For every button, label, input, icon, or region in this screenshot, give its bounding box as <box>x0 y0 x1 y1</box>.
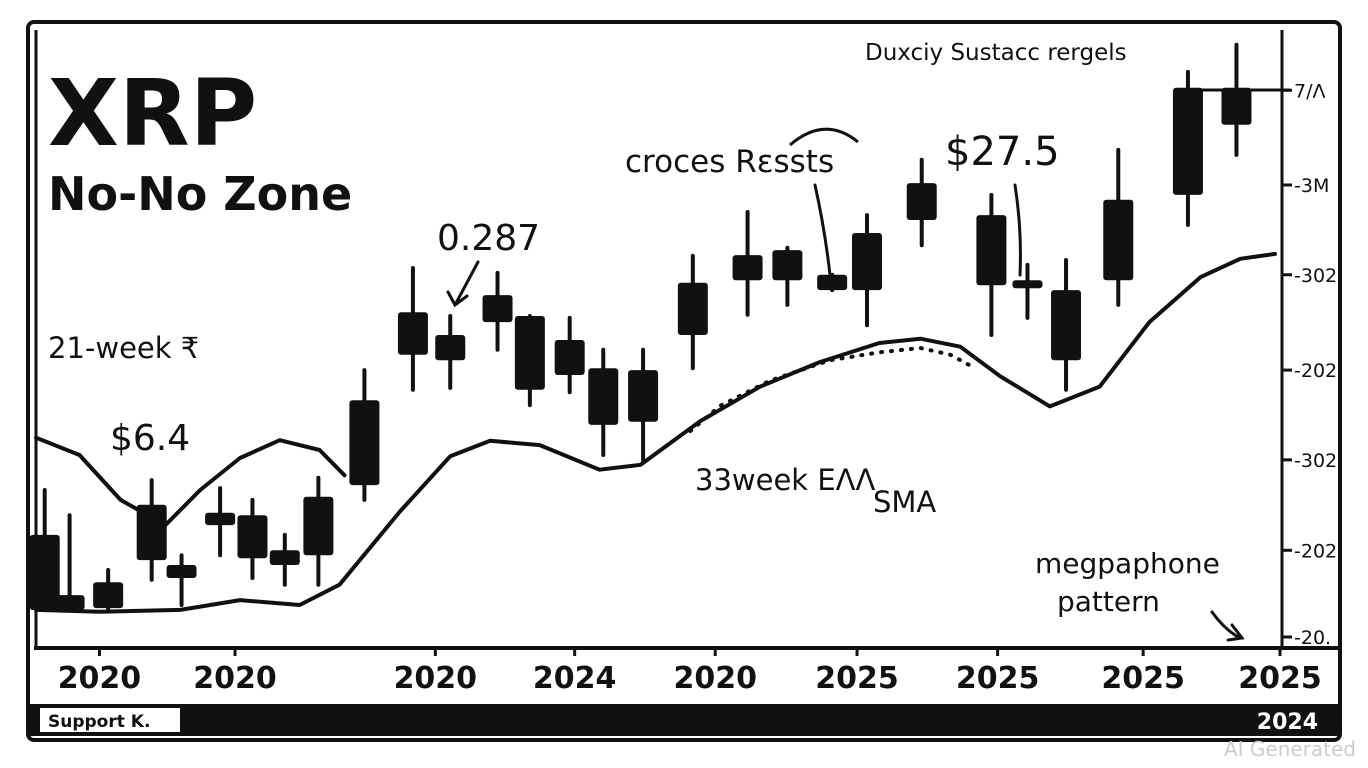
arrow <box>1013 183 1022 277</box>
dotted-average-line <box>688 346 978 433</box>
candle-body <box>906 183 937 221</box>
candle-body <box>93 582 124 609</box>
x-tick-label: 2025 <box>815 661 899 696</box>
average-line <box>34 435 347 528</box>
x-tick-label: 2020 <box>394 661 478 696</box>
x-tick-label: 2025 <box>956 661 1040 696</box>
arrow <box>446 260 480 308</box>
footer-right: 2024 <box>1257 710 1318 735</box>
annotation: Duxciy Sustacc rergels <box>865 40 1127 66</box>
footer-left: Support K. <box>48 712 150 732</box>
candle-body <box>349 400 380 486</box>
annotation: 33week EΛΛ <box>695 463 875 497</box>
x-tick-label: 2025 <box>1101 661 1185 696</box>
candle-body <box>1103 199 1134 281</box>
footer-bar <box>30 704 1338 736</box>
candle-body <box>851 232 882 291</box>
y-tick-label: -20. <box>1294 627 1331 649</box>
x-tick-label: 2025 <box>1238 661 1322 696</box>
y-tick-label: 7/Λ <box>1294 80 1326 102</box>
candle-body <box>732 255 763 281</box>
candle-body <box>205 512 236 526</box>
candle-body <box>588 368 619 425</box>
chart-subtitle: No-No Zone <box>48 167 352 221</box>
annotation: 21-week ₹ <box>48 331 199 365</box>
y-tick-label: -202 <box>1294 540 1337 562</box>
x-tick-label: 2020 <box>58 661 142 696</box>
x-tick-label: 2020 <box>673 661 757 696</box>
y-tick-label: -302 <box>1294 450 1337 472</box>
arrow <box>813 183 832 277</box>
candle-body <box>237 515 268 559</box>
candle-body <box>136 504 167 561</box>
candle-body <box>269 550 300 566</box>
y-tick-label: -3M <box>1294 175 1329 197</box>
candle-body <box>772 250 803 281</box>
footer-label-box <box>40 708 180 732</box>
x-tick-label: 2024 <box>533 661 617 696</box>
candle-body <box>1051 290 1082 361</box>
frame <box>26 20 1342 742</box>
candle-body <box>435 335 466 361</box>
y-tick-label: -202 <box>1294 360 1337 382</box>
candle-body <box>1172 87 1203 195</box>
candle-body <box>976 215 1007 286</box>
average-line <box>34 251 1277 614</box>
chart-title: XRP <box>48 60 257 167</box>
y-tick-label: -302 <box>1294 265 1337 287</box>
candle-body <box>677 282 708 336</box>
annotation: croces Rɛssts <box>625 144 834 180</box>
candle-body <box>1012 280 1043 289</box>
annotation: pattern <box>1057 585 1160 618</box>
candle-body <box>1221 87 1252 125</box>
candle-body <box>397 312 428 355</box>
candle-body <box>166 565 197 578</box>
scribble <box>789 127 859 147</box>
candle-body <box>54 595 85 610</box>
annotation: $27.5 <box>945 129 1060 175</box>
annotation: SMA <box>873 485 936 519</box>
candle-body <box>29 534 60 610</box>
annotation: 0.287 <box>437 218 540 259</box>
arrow <box>1210 610 1245 642</box>
candle-body <box>628 370 659 422</box>
candle-body <box>554 339 585 376</box>
x-tick-label: 2020 <box>193 661 277 696</box>
annotation: $6.4 <box>110 418 190 459</box>
candle-body <box>514 315 545 390</box>
candle-body <box>303 496 334 556</box>
annotation: megpaphone <box>1035 547 1220 580</box>
candle-body <box>482 295 513 323</box>
candle-body <box>817 274 848 291</box>
watermark: AI Generated <box>1224 737 1356 761</box>
